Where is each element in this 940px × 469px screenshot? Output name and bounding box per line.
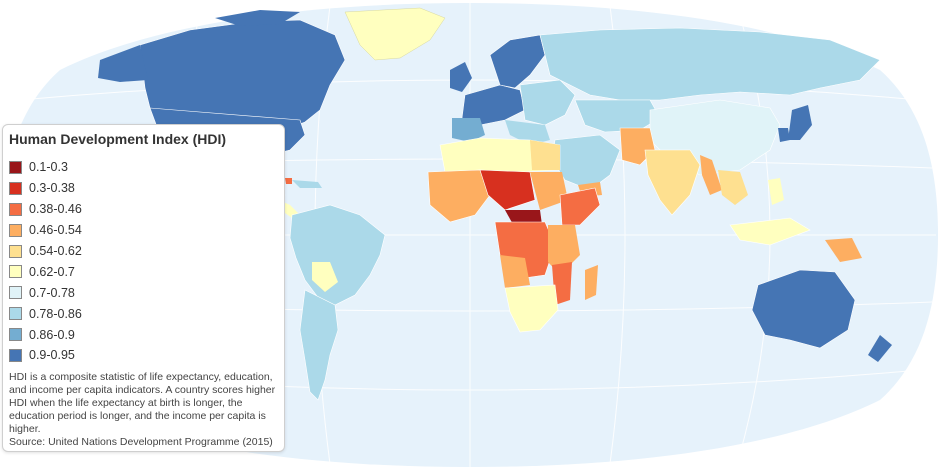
region-caribbean[interactable] — [292, 180, 322, 188]
legend-label: 0.1-0.3 — [29, 160, 68, 175]
legend-swatch — [9, 181, 22, 195]
legend-title: Human Development Index (HDI) — [9, 131, 227, 147]
legend-swatch — [9, 265, 22, 279]
legend-item[interactable]: 0.78-0.86 — [9, 303, 284, 324]
legend-item[interactable]: 0.3-0.38 — [9, 178, 284, 199]
region-papua-new-guinea[interactable] — [825, 238, 862, 262]
legend-label: 0.46-0.54 — [29, 223, 82, 238]
region-egypt[interactable] — [530, 140, 560, 170]
legend-label: 0.62-0.7 — [29, 264, 75, 279]
region-philippines[interactable] — [768, 178, 784, 205]
legend-swatch — [9, 223, 22, 237]
legend-panel: Human Development Index (HDI) 0.1-0.3 0.3… — [2, 124, 285, 452]
legend-list: 0.1-0.3 0.3-0.38 0.38-0.46 0.46-0.54 0.54-0.… — [9, 157, 284, 366]
region-australia[interactable] — [751, 269, 856, 349]
legend-label: 0.38-0.46 — [29, 202, 82, 217]
region-niger-chad[interactable] — [479, 169, 536, 211]
legend-label: 0.9-0.95 — [29, 348, 75, 363]
region-bolivia-paraguay[interactable] — [312, 262, 338, 292]
region-angola[interactable] — [500, 255, 530, 288]
region-iberia[interactable] — [452, 118, 485, 142]
region-mozambique[interactable] — [552, 262, 572, 305]
legend-swatch — [9, 286, 22, 300]
legend-item[interactable]: 0.54-0.62 — [9, 241, 284, 262]
region-new-zealand[interactable] — [868, 335, 892, 362]
region-canada-arctic[interactable] — [215, 10, 300, 26]
region-korea[interactable] — [778, 128, 790, 142]
legend-label: 0.7-0.78 — [29, 285, 75, 300]
region-southern-africa[interactable] — [504, 284, 559, 333]
region-japan[interactable] — [788, 105, 812, 140]
legend-swatch — [9, 202, 22, 216]
legend-label: 0.78-0.86 — [29, 306, 82, 321]
legend-description: HDI is a composite statistic of life exp… — [9, 370, 276, 435]
region-madagascar[interactable] — [585, 265, 598, 300]
region-greenland[interactable] — [344, 7, 446, 61]
region-haiti[interactable] — [285, 178, 292, 184]
legend-label: 0.86-0.9 — [29, 327, 75, 342]
region-uk-ireland[interactable] — [450, 62, 472, 92]
legend-swatch — [9, 160, 22, 174]
legend-label: 0.54-0.62 — [29, 244, 82, 258]
legend-swatch — [9, 244, 22, 258]
legend-item[interactable]: 0.9-0.95 — [9, 345, 284, 366]
region-myanmar[interactable] — [700, 155, 722, 195]
region-southeast-asia[interactable] — [718, 170, 748, 205]
region-russia[interactable] — [539, 27, 881, 101]
legend-item[interactable]: 0.46-0.54 — [9, 220, 284, 241]
legend-swatch — [9, 328, 22, 342]
region-sudan[interactable] — [530, 172, 568, 210]
legend-label: 0.3-0.38 — [29, 181, 75, 196]
region-indonesia[interactable] — [729, 217, 811, 246]
region-argentina-chile[interactable] — [299, 289, 339, 401]
legend-item[interactable]: 0.7-0.78 — [9, 282, 284, 303]
region-east-africa[interactable] — [548, 225, 580, 275]
legend-swatch — [9, 348, 22, 362]
region-india[interactable] — [644, 149, 701, 216]
region-balkans[interactable] — [505, 120, 550, 145]
legend-source: Source: United Nations Development Progr… — [9, 435, 273, 448]
legend-swatch — [9, 307, 22, 321]
region-horn-of-africa[interactable] — [559, 187, 601, 226]
legend-item[interactable]: 0.86-0.9 — [9, 324, 284, 345]
legend-item[interactable]: 0.1-0.3 — [9, 157, 284, 178]
legend-item[interactable]: 0.62-0.7 — [9, 261, 284, 282]
region-alaska[interactable] — [98, 45, 148, 82]
legend-item[interactable]: 0.38-0.46 — [9, 199, 284, 220]
